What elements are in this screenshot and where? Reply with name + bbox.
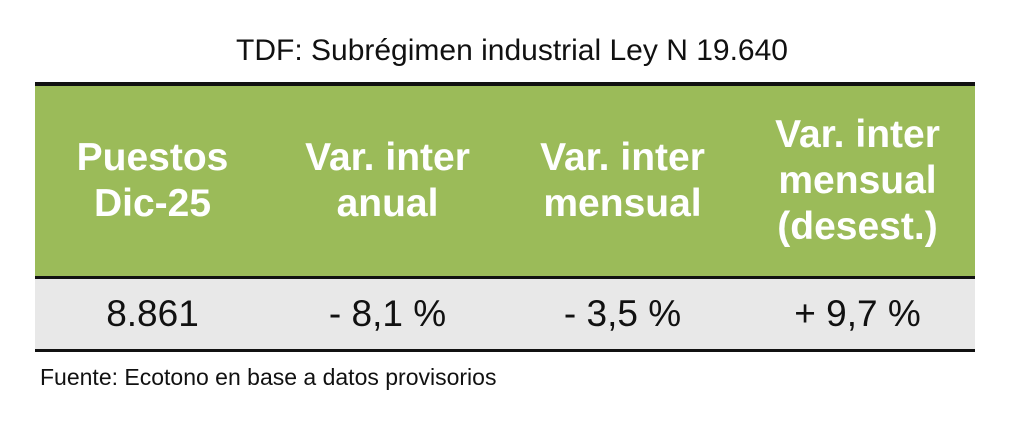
table-cell: - 3,5 % <box>563 293 682 334</box>
header-line: Dic-25 <box>93 182 212 225</box>
header-cell: Puestos Dic-25 <box>35 86 270 276</box>
header-cell: Var. inter anual <box>270 86 505 276</box>
header-line: mensual <box>543 182 702 225</box>
header-cell: Var. inter mensual (desest.) <box>740 86 975 276</box>
header-line: mensual <box>778 159 937 202</box>
table-header: Puestos Dic-25 Var. inter anual Var. inter me… <box>35 86 975 279</box>
table-cell: - 8,1 % <box>328 293 447 334</box>
table: Puestos Dic-25 Var. inter anual Var. inter me… <box>35 82 975 352</box>
table-cell: 8.861 <box>106 293 199 334</box>
footer: Fuente: Ecotono en base a datos provisor… <box>40 364 497 390</box>
header-cell: Var. inter mensual <box>505 86 740 276</box>
table-body: 8.861 - 8,1 % - 3,5 % + 9,7 % <box>35 279 975 349</box>
header-line: (desest.) <box>777 205 938 248</box>
header-line: Var. inter <box>305 136 470 179</box>
title: TDF: Subrégimen industrial Ley N 19.640 <box>236 34 788 67</box>
header-line: Var. inter <box>775 113 940 156</box>
table-cell: + 9,7 % <box>794 293 921 334</box>
table-row: 8.861 - 8,1 % - 3,5 % + 9,7 % <box>35 279 975 349</box>
header-line: anual <box>336 182 439 225</box>
header-line: Puestos <box>76 136 229 179</box>
header-line: Var. inter <box>540 136 705 179</box>
